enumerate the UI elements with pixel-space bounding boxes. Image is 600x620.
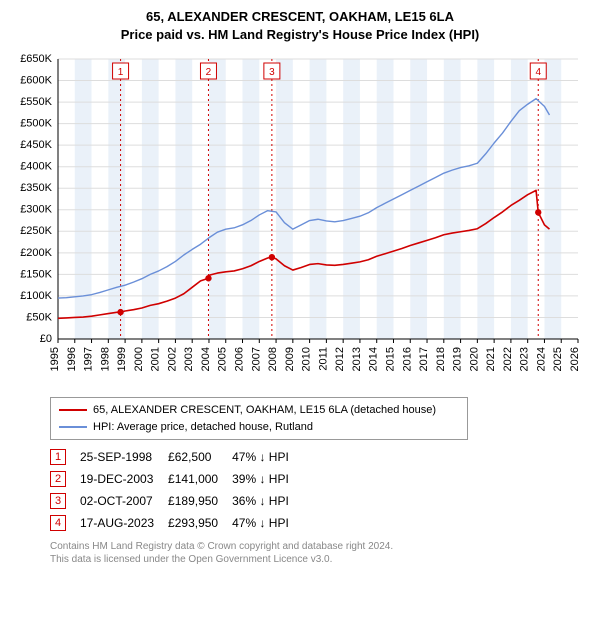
svg-text:£650K: £650K [20,53,52,65]
svg-text:£50K: £50K [26,311,52,323]
legend-item: HPI: Average price, detached house, Rutl… [59,419,459,436]
sale-price: £141,000 [168,468,232,490]
svg-text:1999: 1999 [116,347,128,371]
sale-price: £189,950 [168,490,232,512]
sale-delta: 47% ↓ HPI [232,512,303,534]
legend: 65, ALEXANDER CRESCENT, OAKHAM, LE15 6LA… [50,397,468,440]
svg-text:2: 2 [206,67,212,78]
svg-text:2010: 2010 [301,347,313,371]
svg-text:1996: 1996 [66,347,78,371]
table-row: 2 19-DEC-2003£141,00039% ↓ HPI [50,468,303,490]
svg-text:£200K: £200K [20,247,52,259]
svg-text:£550K: £550K [20,96,52,108]
chart-title-line2: Price paid vs. HM Land Registry's House … [10,26,590,44]
svg-text:2002: 2002 [166,347,178,371]
svg-text:2007: 2007 [250,347,262,371]
svg-text:£450K: £450K [20,139,52,151]
footnote-line: This data is licensed under the Open Gov… [50,553,590,566]
svg-text:2009: 2009 [284,347,296,371]
svg-text:2023: 2023 [519,347,531,371]
svg-text:£300K: £300K [20,204,52,216]
svg-text:2026: 2026 [569,347,581,371]
svg-text:2018: 2018 [435,347,447,371]
chart-title-line1: 65, ALEXANDER CRESCENT, OAKHAM, LE15 6LA [10,8,590,26]
sale-price: £293,950 [168,512,232,534]
svg-text:2014: 2014 [368,347,380,371]
svg-text:2015: 2015 [384,347,396,371]
svg-text:1: 1 [118,67,124,78]
legend-swatch [59,426,87,428]
svg-text:£150K: £150K [20,268,52,280]
table-row: 1 25-SEP-1998£62,50047% ↓ HPI [50,446,303,468]
svg-text:£250K: £250K [20,225,52,237]
table-row: 3 02-OCT-2007£189,95036% ↓ HPI [50,490,303,512]
svg-text:£400K: £400K [20,161,52,173]
sale-date: 19-DEC-2003 [80,468,168,490]
svg-text:£600K: £600K [20,75,52,87]
svg-text:£100K: £100K [20,290,52,302]
chart-area: £0 £50K £100K £150K £200K £250K £300K £350K £400… [10,49,590,389]
svg-text:2022: 2022 [502,347,514,371]
svg-text:2001: 2001 [150,347,162,371]
table-row: 4 17-AUG-2023£293,95047% ↓ HPI [50,512,303,534]
svg-text:2004: 2004 [200,347,212,371]
footnote-line: Contains HM Land Registry data © Crown c… [50,540,590,553]
sale-price: £62,500 [168,446,232,468]
svg-text:2024: 2024 [535,347,547,371]
svg-text:2019: 2019 [452,347,464,371]
svg-text:2016: 2016 [401,347,413,371]
svg-text:2020: 2020 [468,347,480,371]
svg-text:2017: 2017 [418,347,430,371]
sale-date: 17-AUG-2023 [80,512,168,534]
svg-text:1998: 1998 [99,347,111,371]
svg-text:£500K: £500K [20,118,52,130]
sale-delta: 47% ↓ HPI [232,446,303,468]
sale-delta: 39% ↓ HPI [232,468,303,490]
chart-svg: £0 £50K £100K £150K £200K £250K £300K £350K £400… [10,49,590,389]
sale-date: 25-SEP-1998 [80,446,168,468]
svg-text:2011: 2011 [317,347,329,371]
sales-table: 125-SEP-1998£62,50047% ↓ HPI219-DEC-2003… [50,446,303,534]
svg-text:2005: 2005 [217,347,229,371]
svg-text:2013: 2013 [351,347,363,371]
sale-marker-box: 1 [50,449,66,465]
svg-text:1997: 1997 [83,347,95,371]
svg-text:1995: 1995 [49,347,61,371]
svg-text:2000: 2000 [133,347,145,371]
svg-text:2025: 2025 [552,347,564,371]
svg-text:3: 3 [269,67,275,78]
svg-text:2003: 2003 [183,347,195,371]
svg-text:2012: 2012 [334,347,346,371]
legend-label: 65, ALEXANDER CRESCENT, OAKHAM, LE15 6LA… [93,402,436,419]
legend-label: HPI: Average price, detached house, Rutl… [93,419,313,436]
footnote: Contains HM Land Registry data © Crown c… [50,540,590,566]
legend-item: 65, ALEXANDER CRESCENT, OAKHAM, LE15 6LA… [59,402,459,419]
svg-text:£0: £0 [40,333,52,345]
sale-marker-box: 4 [50,515,66,531]
sale-marker-box: 2 [50,471,66,487]
svg-text:2006: 2006 [234,347,246,371]
sale-marker-box: 3 [50,493,66,509]
svg-text:4: 4 [535,67,541,78]
svg-text:2008: 2008 [267,347,279,371]
svg-text:2021: 2021 [485,347,497,371]
legend-swatch [59,409,87,411]
sale-date: 02-OCT-2007 [80,490,168,512]
sale-delta: 36% ↓ HPI [232,490,303,512]
svg-text:£350K: £350K [20,182,52,194]
